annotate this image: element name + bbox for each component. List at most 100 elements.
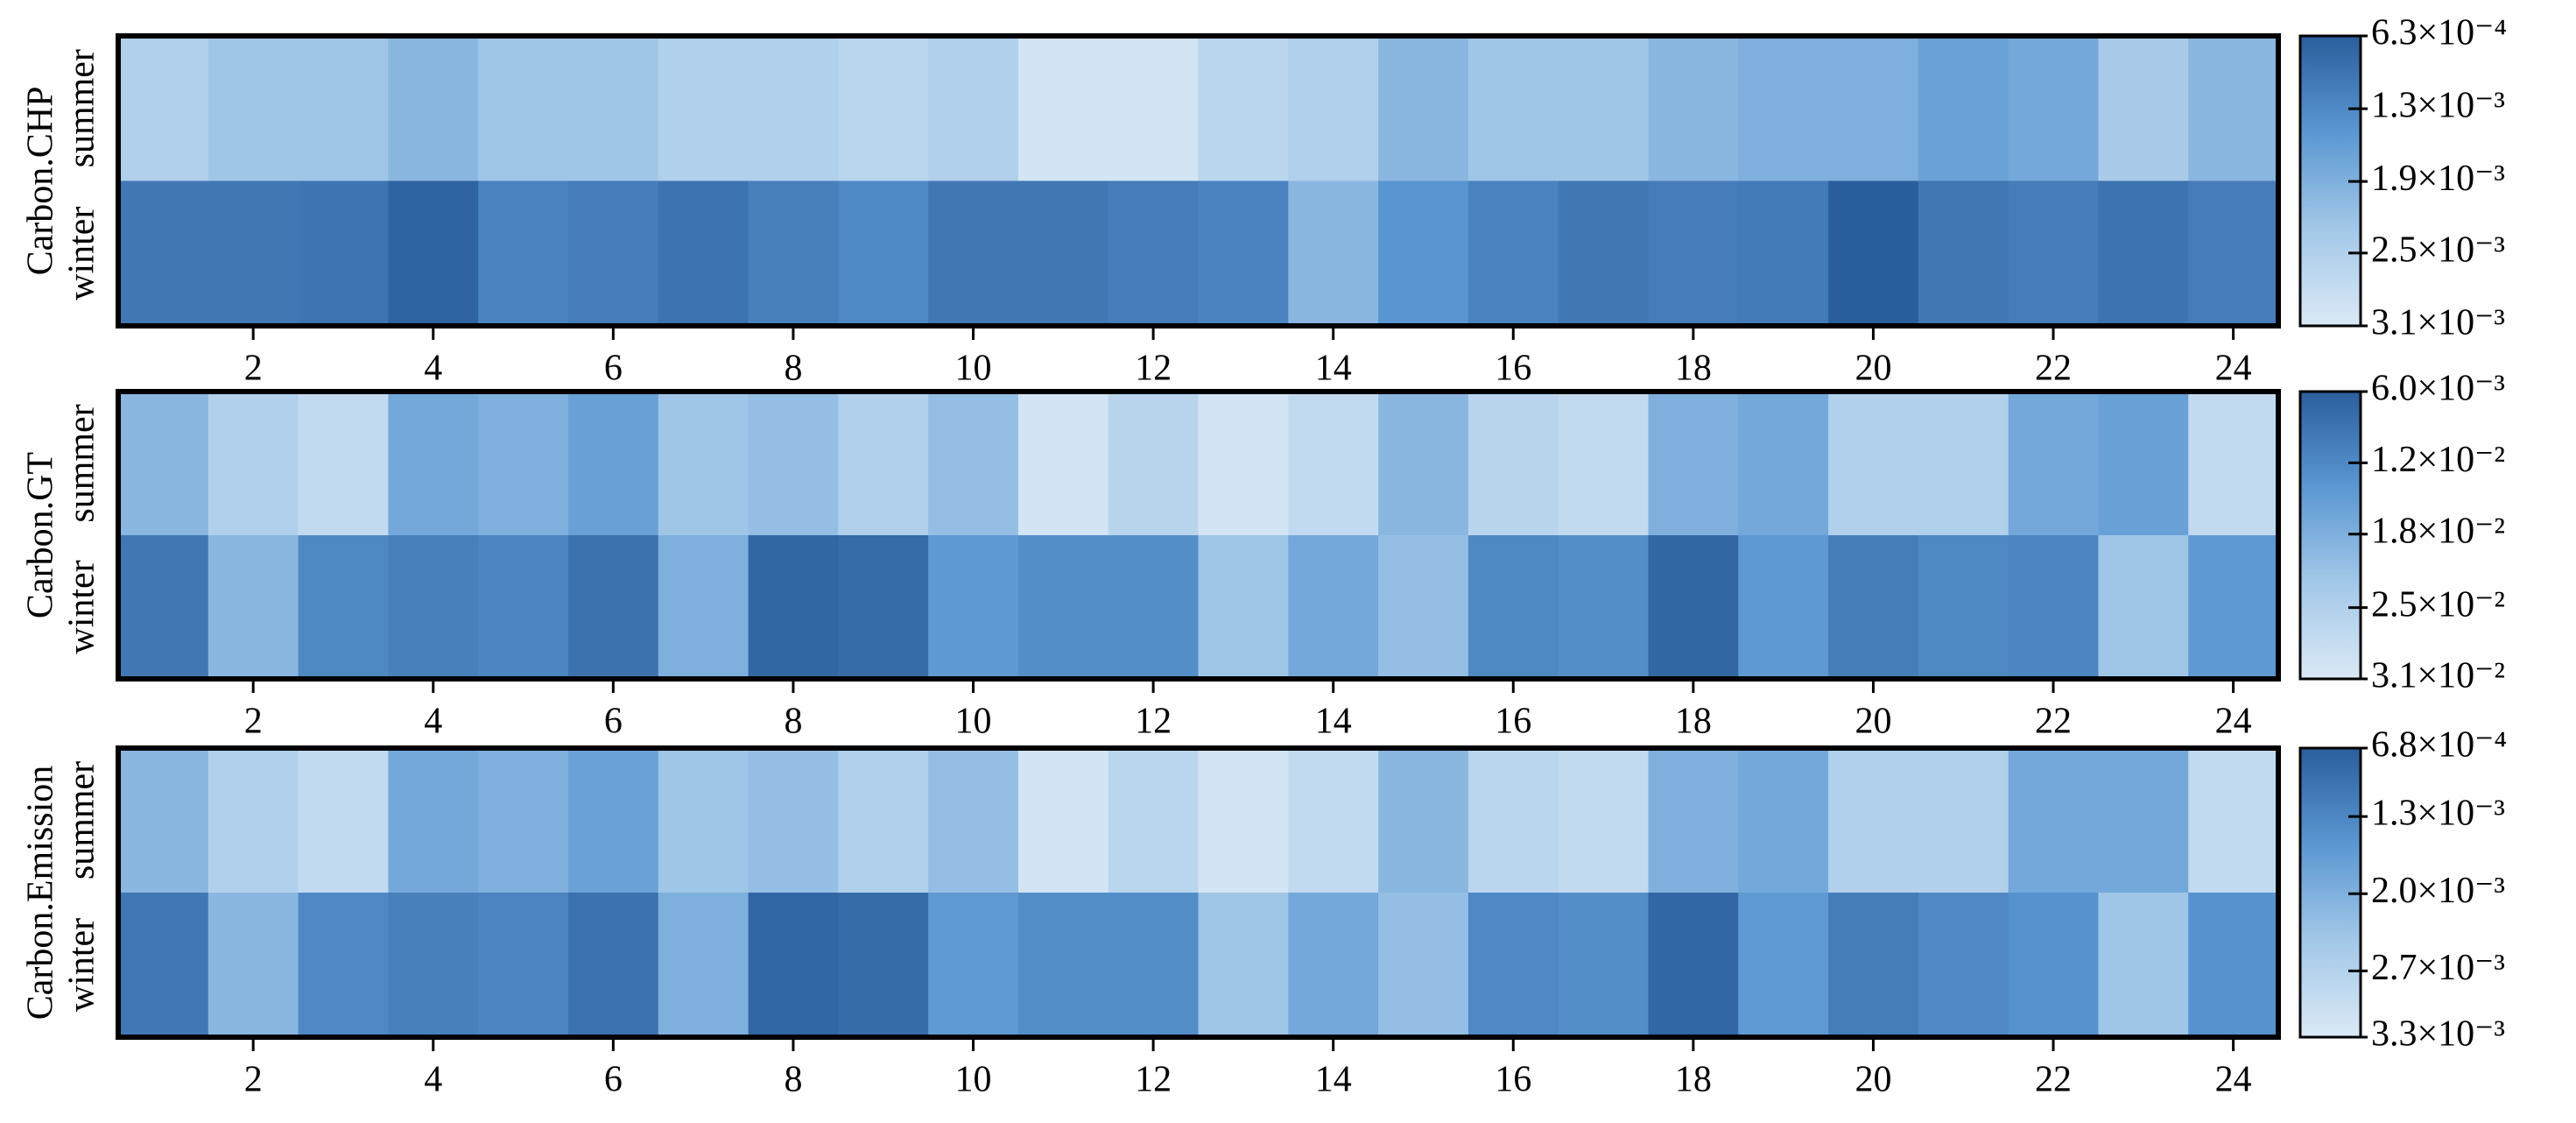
- heatmap-cell: [567, 748, 659, 893]
- heatmap-cell: [478, 36, 569, 182]
- x-tick-label: 24: [2215, 349, 2252, 389]
- heatmap-cell: [1918, 893, 2009, 1038]
- heatmap-cell: [1558, 392, 1650, 536]
- heatmap-cell: [1648, 392, 1739, 536]
- heatmap-cell: [1738, 180, 1829, 327]
- heatmap-cell: [1288, 36, 1379, 182]
- heatmap-cell: [2008, 535, 2100, 680]
- heatmap-cell: [1108, 180, 1200, 327]
- x-tick-label: 16: [1495, 702, 1531, 742]
- heatmap-cell: [208, 893, 299, 1038]
- row-label: winter: [62, 560, 102, 653]
- heatmap-cell: [1378, 748, 1469, 893]
- colorbar-tick-label: 3.3×10⁻³: [2371, 1014, 2505, 1055]
- heatmap-cell: [1467, 36, 1559, 182]
- heatmap-cell: [928, 36, 1019, 182]
- x-tick-label: 2: [244, 349, 263, 389]
- heatmap-cell: [1378, 535, 1469, 680]
- heatmap-cell: [298, 392, 389, 536]
- heatmap-cell: [567, 893, 659, 1038]
- heatmap-cell: [1558, 748, 1650, 893]
- heatmap-cell: [1288, 893, 1379, 1038]
- heatmap-cell: [1108, 893, 1200, 1038]
- x-tick-label: 10: [955, 702, 992, 742]
- y-axis-label: Carbon.Emission: [21, 766, 61, 1021]
- heatmap-cell: [298, 535, 389, 680]
- heatmap-cell: [1828, 392, 1919, 536]
- heatmap-cell: [1467, 748, 1559, 893]
- heatmap-cell: [1288, 180, 1379, 327]
- colorbar-tick-label: 2.5×10⁻²: [2371, 584, 2505, 625]
- heatmap-cell: [298, 180, 389, 327]
- heatmap-cell: [1288, 392, 1379, 536]
- colorbar-tick-label: 1.3×10⁻³: [2371, 794, 2505, 834]
- heatmap-cell: [928, 535, 1019, 680]
- colorbar-tick-label: 1.8×10⁻²: [2371, 511, 2505, 551]
- heatmap-cell: [208, 180, 299, 327]
- heatmap-cell: [1648, 748, 1739, 893]
- heatmap-cell: [1648, 180, 1739, 327]
- heatmap-cell: [1918, 392, 2009, 536]
- x-tick-label: 20: [1855, 349, 1891, 389]
- heatmap-cell: [478, 893, 569, 1038]
- heatmap-cell: [1918, 748, 2009, 893]
- row-label: winter: [62, 207, 102, 300]
- heatmap-cell: [388, 36, 479, 182]
- heatmap-cell: [928, 748, 1019, 893]
- heatmap-cell: [748, 180, 839, 327]
- colorbar-tick-label: 2.5×10⁻³: [2371, 230, 2505, 271]
- heatmap-cell: [1378, 893, 1469, 1038]
- heatmap-cell: [1828, 36, 1919, 182]
- heatmap-cell: [2008, 392, 2100, 536]
- heatmap-cell: [1288, 748, 1379, 893]
- heatmap-cell: [1558, 180, 1650, 327]
- heatmap-cell: [1017, 893, 1109, 1038]
- heatmap-cell: [2098, 180, 2189, 327]
- heatmap-cell: [2188, 392, 2279, 536]
- heatmap-cell: [2098, 748, 2189, 893]
- x-tick-label: 6: [604, 1060, 623, 1100]
- heatmap-cell: [838, 748, 929, 893]
- heatmap-cell: [118, 748, 209, 893]
- x-tick-label: 12: [1135, 702, 1172, 742]
- x-tick-label: 20: [1855, 702, 1891, 742]
- x-tick-label: 16: [1495, 349, 1531, 389]
- heatmap-cell: [1467, 535, 1559, 680]
- x-tick-label: 10: [955, 1060, 992, 1100]
- colorbar-tick-label: 6.8×10⁻⁴: [2371, 725, 2507, 766]
- heatmap-cell: [2188, 748, 2279, 893]
- heatmap-cell: [928, 893, 1019, 1038]
- x-tick-label: 16: [1495, 1060, 1531, 1100]
- plot-frame: [116, 33, 2281, 328]
- row-label: summer: [62, 49, 102, 167]
- colorbar-tick-label: 1.3×10⁻³: [2371, 86, 2505, 126]
- heatmap-cell: [1108, 392, 1200, 536]
- heatmap-cell: [748, 748, 839, 893]
- heatmap-cell: [2188, 893, 2279, 1038]
- x-tick-label: 24: [2215, 702, 2252, 742]
- heatmap-cell: [1198, 392, 1289, 536]
- heatmap-cell: [1378, 392, 1469, 536]
- colorbar-tick-label: 6.0×10⁻³: [2371, 369, 2505, 409]
- row-label: summer: [62, 761, 102, 879]
- heatmap-cell: [567, 535, 659, 680]
- heatmap-cell: [838, 893, 929, 1038]
- colorbar-tick-label: 1.9×10⁻³: [2371, 159, 2505, 199]
- heatmap-cell: [1828, 535, 1919, 680]
- heatmap-cell: [658, 180, 750, 327]
- x-tick-label: 18: [1675, 349, 1712, 389]
- heatmap-cell: [838, 535, 929, 680]
- heatmap-cell: [1017, 36, 1109, 182]
- heatmap-cell: [2098, 535, 2189, 680]
- heatmap-cell: [1648, 36, 1739, 182]
- heatmap-cell: [1828, 180, 1919, 327]
- colorbar-tick-label: 1.2×10⁻²: [2371, 440, 2505, 480]
- x-tick-label: 18: [1675, 1060, 1712, 1100]
- x-tick-label: 8: [784, 349, 802, 389]
- row-label: summer: [62, 404, 102, 522]
- heatmap-cell: [1738, 392, 1829, 536]
- x-tick-label: 4: [424, 702, 442, 742]
- heatmap-cell: [748, 36, 839, 182]
- heatmap-cell: [388, 893, 479, 1038]
- heatmap-cell: [838, 180, 929, 327]
